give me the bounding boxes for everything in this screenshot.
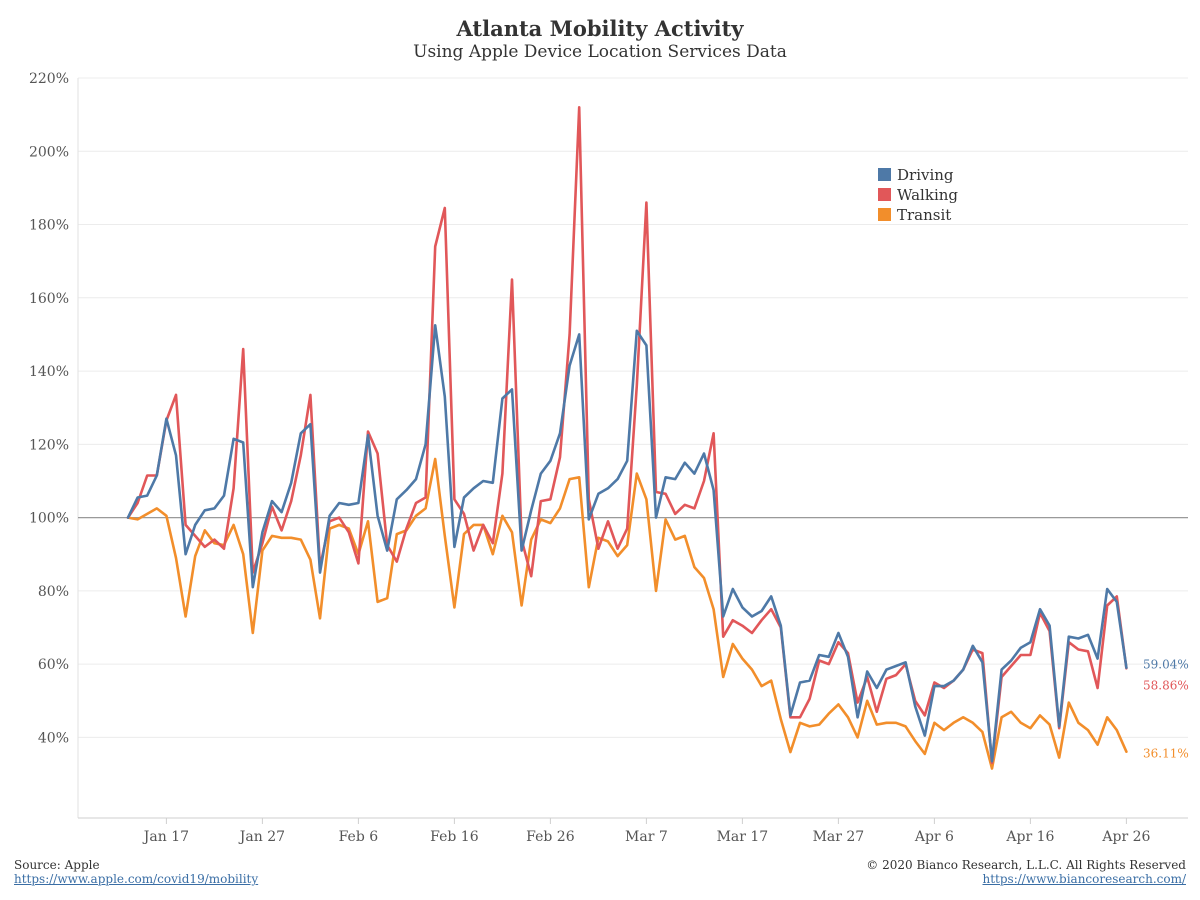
legend-swatch-walking [878,188,891,201]
x-tick-label: Feb 6 [339,829,379,845]
end-label-transit: 36.11% [1143,747,1189,761]
footer-copyright: © 2020 Bianco Research, L.L.C. All Right… [866,858,1186,886]
end-label-driving: 59.04% [1143,658,1189,672]
series-line-driving [126,323,1128,763]
legend-label-transit: Transit [897,206,951,224]
x-tick-label: Jan 17 [142,829,189,845]
source-link[interactable]: https://www.apple.com/covid19/mobility [14,872,259,886]
x-tick-label: Apr 26 [1101,829,1150,845]
x-tick-label: Apr 6 [914,829,954,845]
end-label-walking: 58.86% [1143,678,1189,692]
y-tick-label: 40% [38,730,69,746]
x-tick-label: Apr 16 [1005,829,1054,845]
series-line-transit [126,457,1128,770]
y-tick-label: 160% [29,291,69,307]
legend-label-driving: Driving [897,166,954,184]
website-link[interactable]: https://www.biancoresearch.com/ [982,872,1186,886]
series-line-walking [126,106,1128,765]
x-tick-label: Mar 27 [813,829,865,845]
footer-source: Source: Apple https://www.apple.com/covi… [14,858,258,886]
legend-swatch-transit [878,208,891,221]
x-tick-label: Mar 17 [717,829,769,845]
y-tick-label: 200% [29,144,69,160]
y-tick-label: 180% [29,218,69,234]
x-tick-label: Feb 16 [430,829,479,845]
y-tick-label: 120% [29,437,69,453]
copyright-text: © 2020 Bianco Research, L.L.C. All Right… [866,858,1186,872]
x-tick-label: Mar 7 [625,829,668,845]
source-label: Source: Apple [14,858,100,872]
y-tick-label: 220% [29,71,69,87]
y-tick-label: 60% [38,657,69,673]
y-tick-label: 100% [29,511,69,527]
legend-label-walking: Walking [897,186,958,204]
y-tick-label: 80% [38,584,69,600]
x-tick-label: Feb 26 [526,829,575,845]
x-tick-label: Jan 27 [238,829,285,845]
chart-title: Atlanta Mobility Activity [456,16,744,41]
chart-subtitle: Using Apple Device Location Services Dat… [413,42,787,62]
y-tick-label: 140% [29,364,69,380]
legend-swatch-driving [878,168,891,181]
